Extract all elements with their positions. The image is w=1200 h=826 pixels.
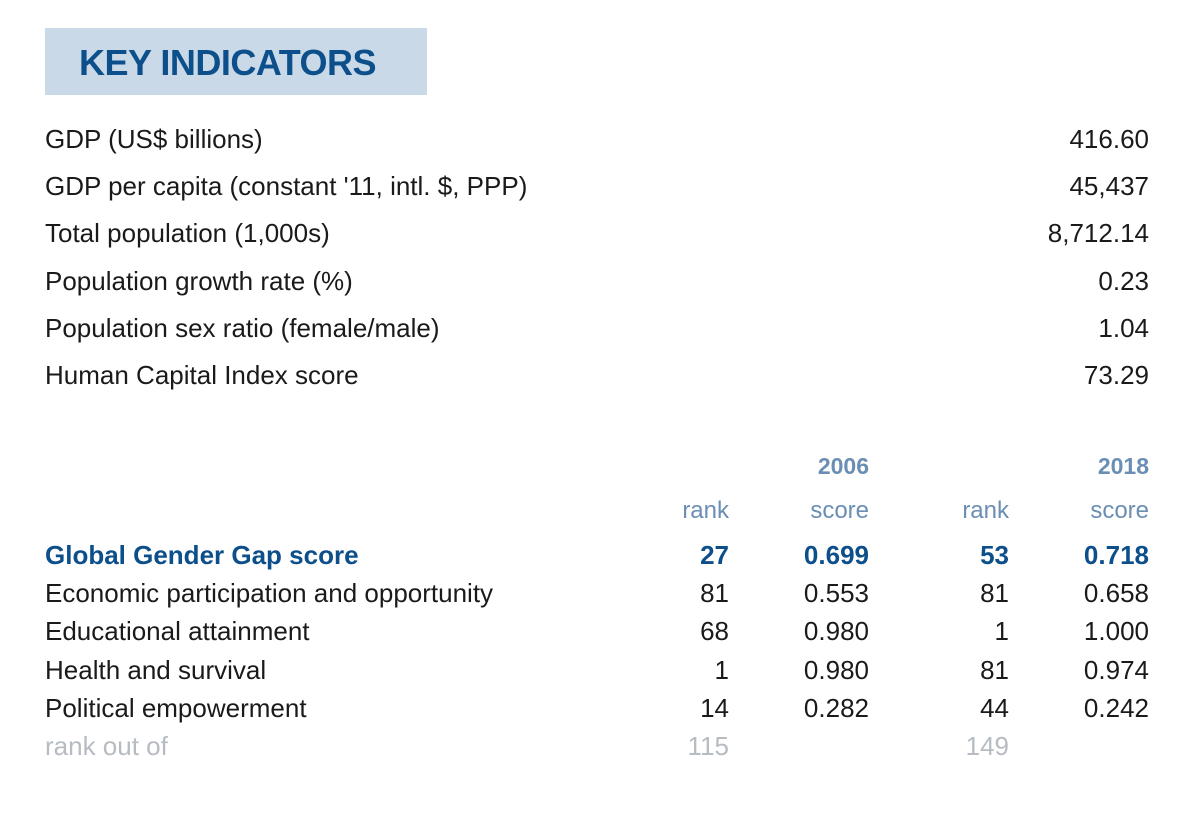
rank-2006: 14 [700, 692, 729, 723]
year-header-row: 2006 2018 [45, 446, 1149, 486]
indicator-label: GDP per capita (constant '11, intl. $, P… [45, 171, 528, 202]
section-title: KEY INDICATORS [79, 42, 377, 83]
year-header-2006: 2006 [817, 453, 869, 479]
score-2006: 0.699 [803, 540, 869, 570]
score-2018: 0.658 [1083, 578, 1149, 609]
rank-2018: 1 [994, 616, 1009, 647]
rank-2006: 1 [714, 654, 729, 685]
row-label: Educational attainment [45, 616, 310, 647]
year-header-2018: 2018 [1097, 453, 1149, 479]
rank-2018: 53 [980, 540, 1009, 570]
subheader-score: score [1090, 497, 1149, 524]
row-label: Political empowerment [45, 692, 307, 723]
indicator-row: GDP (US$ billions) 416.60 [45, 116, 1149, 163]
row-label: Health and survival [45, 654, 267, 685]
subheader-rank: rank [962, 497, 1009, 524]
rank-out-of-row: rank out of 115 149 [45, 727, 1149, 765]
indicator-label: Total population (1,000s) [45, 218, 330, 249]
subindex-row: Health and survival 1 0.980 81 0.974 [45, 651, 1149, 689]
indicator-label: GDP (US$ billions) [45, 124, 263, 154]
score-2018: 0.974 [1083, 654, 1149, 685]
row-label: rank out of [45, 730, 168, 761]
score-2006: 0.980 [803, 654, 869, 685]
global-gender-gap-row: Global Gender Gap score 27 0.699 53 0.71… [45, 536, 1149, 574]
indicator-value: 45,437 [1069, 171, 1149, 202]
subindex-row: Economic participation and opportunity 8… [45, 574, 1149, 612]
indicator-value: 73.29 [1083, 359, 1149, 390]
indicator-row: Population sex ratio (female/male) 1.04 [45, 305, 1149, 352]
indicator-label: Population growth rate (%) [45, 265, 353, 296]
score-2018: 1.000 [1083, 616, 1149, 647]
indicator-row: GDP per capita (constant '11, intl. $, P… [45, 163, 1149, 210]
score-2006: 0.980 [803, 616, 869, 647]
indicator-row: Total population (1,000s) 8,712.14 [45, 210, 1149, 257]
rank-2018: 44 [980, 692, 1009, 723]
score-2006: 0.282 [803, 692, 869, 723]
rank-2006: 68 [700, 616, 729, 647]
rank-2018: 81 [980, 578, 1009, 609]
indicator-value: 1.04 [1098, 312, 1149, 343]
rank-2006: 27 [700, 540, 729, 570]
subindex-row: Educational attainment 68 0.980 1 1.000 [45, 612, 1149, 650]
subheader-row: rank score rank score [45, 486, 1149, 536]
indicator-row: Population growth rate (%) 0.23 [45, 258, 1149, 305]
score-2018: 0.718 [1083, 540, 1149, 570]
rank-2006: 81 [700, 578, 729, 609]
indicator-label: Population sex ratio (female/male) [45, 312, 440, 343]
gender-gap-table: 2006 2018 rank score rank score Global G… [45, 446, 1149, 765]
total-countries-2018: 149 [965, 730, 1009, 761]
score-2006: 0.553 [803, 578, 869, 609]
indicator-value: 416.60 [1069, 124, 1149, 154]
section-title-box: KEY INDICATORS [45, 28, 427, 95]
subindex-row: Political empowerment 14 0.282 44 0.242 [45, 689, 1149, 727]
indicator-value: 8,712.14 [1047, 218, 1149, 249]
indicators-table: GDP (US$ billions) 416.60 GDP per capita… [45, 116, 1149, 399]
total-countries-2006: 115 [687, 730, 729, 761]
indicator-value: 0.23 [1098, 265, 1149, 296]
subheader-score: score [810, 497, 869, 524]
score-2018: 0.242 [1083, 692, 1149, 723]
rank-2018: 81 [980, 654, 1009, 685]
subheader-rank: rank [682, 497, 729, 524]
indicator-row: Human Capital Index score 73.29 [45, 352, 1149, 399]
row-label: Global Gender Gap score [45, 540, 359, 570]
row-label: Economic participation and opportunity [45, 578, 494, 609]
indicator-label: Human Capital Index score [45, 359, 359, 390]
